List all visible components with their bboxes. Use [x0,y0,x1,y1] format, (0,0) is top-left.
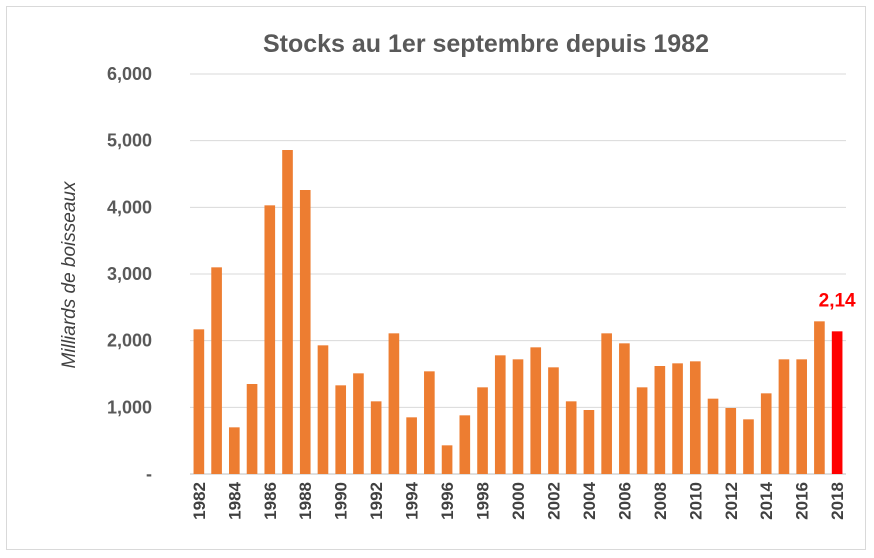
x-tick-label: 2000 [509,482,528,520]
bar-2000 [512,359,524,474]
bar-1990 [335,385,347,474]
y-axis-label: Milliards de boisseaux [59,180,80,368]
bar-1994 [406,417,417,474]
bar-1996 [441,445,453,474]
bar-2010 [689,361,701,474]
annotations: 2,14 [819,290,856,311]
x-tick-label: 2010 [686,482,705,520]
x-tick-label: 2006 [615,482,634,520]
x-tick-label: 1984 [225,481,244,519]
x-tick-label: 2012 [722,482,741,520]
bar-1991 [353,373,364,474]
x-axis-ticks: 1982 1984 1986 1988 1990 1992 1994 1996 1998 2000… [190,481,847,519]
bar-1987 [282,150,293,474]
x-tick-label: 2014 [757,481,776,519]
y-tick-label: 6,000 [107,64,152,84]
bar-2015 [778,359,790,474]
x-tick-label: 1992 [367,482,386,520]
bar-1993 [388,333,400,474]
y-tick-label: - [146,464,152,484]
y-axis-ticks: - 1,000 2,000 3,000 4,000 5,000 6,000 [107,64,152,484]
bar-2001 [530,347,542,474]
x-tick-label: 2016 [793,482,812,520]
bar-2017 [814,321,825,474]
chart-frame [6,6,866,550]
x-tick-label: 2002 [544,482,563,520]
y-tick-label: 1,000 [107,397,152,417]
bar-1989 [317,345,329,474]
y-tick-label: 4,000 [107,197,152,217]
x-tick-label: 1982 [190,482,209,520]
bar-1998 [477,387,488,474]
bars [193,150,843,475]
x-tick-label: 2018 [828,482,847,520]
bar-2008 [654,366,666,474]
bar-1984 [229,427,240,474]
bar-2011 [707,398,719,474]
bar-2007 [636,387,648,474]
bar-1985 [246,384,258,474]
highlight-data-label: 2,14 [819,290,856,311]
x-tick-label: 2004 [580,481,599,519]
bar-2004 [583,410,595,474]
bar-1988 [299,190,311,474]
bar-2006 [619,343,630,474]
bar-1995 [424,371,435,474]
bar-2009 [672,363,683,474]
bar-1983 [211,267,222,474]
bar-1986 [264,205,276,475]
bar-2005 [601,333,612,474]
x-tick-label: 1988 [296,482,315,520]
bar-1997 [459,415,471,474]
bar-2013 [743,419,754,474]
grid-lines [190,73,846,475]
bar-1982 [193,329,205,474]
x-tick-label: 2008 [651,482,670,520]
chart-title: Stocks au 1er septembre depuis 1982 [263,30,709,58]
y-tick-label: 3,000 [107,264,152,284]
x-tick-label: 1996 [438,482,457,520]
x-tick-label: 1986 [261,482,280,520]
y-tick-label: 5,000 [107,131,152,151]
bar-1992 [370,401,382,474]
bar-2012 [725,408,737,474]
x-tick-label: 1994 [403,481,422,519]
bar-2014 [760,393,772,474]
y-tick-label: 2,000 [107,331,152,351]
x-tick-label: 1998 [474,482,493,520]
x-tick-label: 1990 [332,482,351,520]
bar-1999 [494,355,506,474]
bar-2016 [796,359,807,474]
bar-2003 [565,401,577,474]
bar-2018 [831,331,843,474]
bar-2002 [548,367,559,474]
